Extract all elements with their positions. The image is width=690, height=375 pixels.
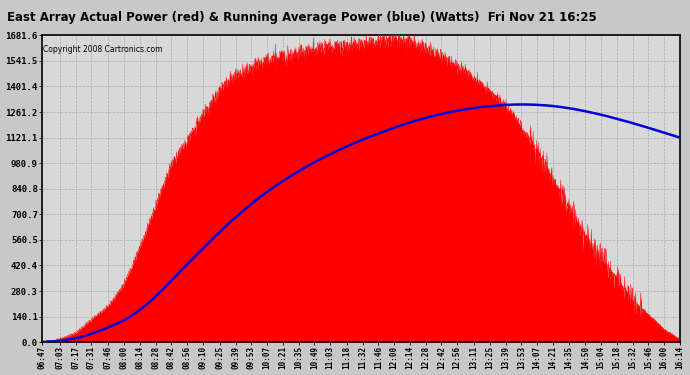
Text: Copyright 2008 Cartronics.com: Copyright 2008 Cartronics.com [43,45,163,54]
Text: East Array Actual Power (red) & Running Average Power (blue) (Watts)  Fri Nov 21: East Array Actual Power (red) & Running … [7,11,597,24]
